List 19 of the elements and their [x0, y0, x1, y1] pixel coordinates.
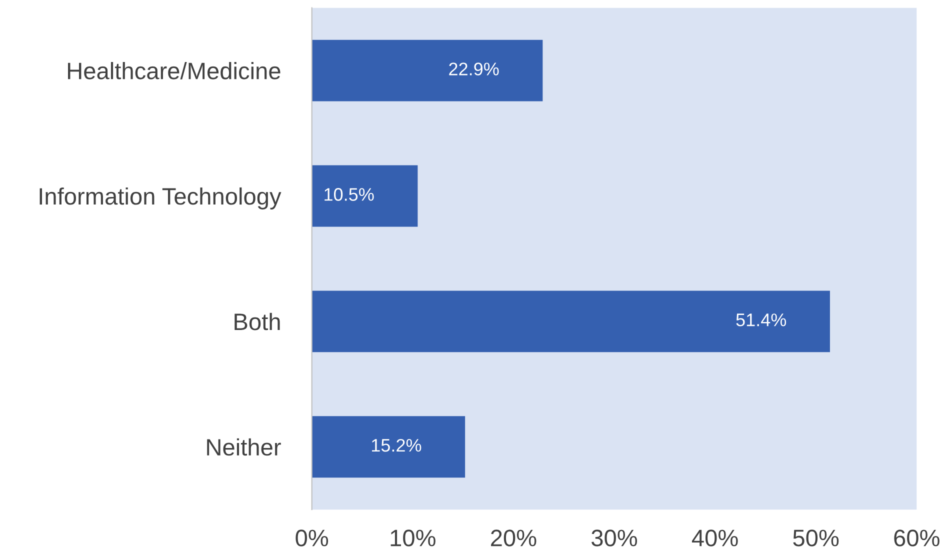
bar — [312, 40, 543, 102]
x-tick-label: 20% — [491, 530, 536, 546]
y-tick-label: Neither — [207, 438, 281, 456]
x-tick-label: 50% — [793, 530, 839, 546]
y-tick-label: Healthcare/Medicine — [68, 62, 280, 80]
data-label: 22.9% — [449, 62, 499, 76]
bar — [312, 165, 418, 227]
x-tick-label: 30% — [592, 530, 638, 546]
y-tick-label: Both — [234, 312, 280, 330]
x-tick-label: 60% — [894, 530, 940, 546]
x-tick-label: 10% — [390, 530, 436, 546]
bar — [312, 416, 466, 478]
y-tick-label: Information Technology — [40, 187, 282, 210]
data-label: 51.4% — [736, 314, 786, 326]
data-label: 10.5% — [324, 188, 374, 201]
x-tick-label: 40% — [692, 530, 738, 546]
x-tick-label: 0% — [296, 530, 328, 546]
bar — [312, 290, 830, 352]
data-label: 15.2% — [372, 438, 422, 452]
